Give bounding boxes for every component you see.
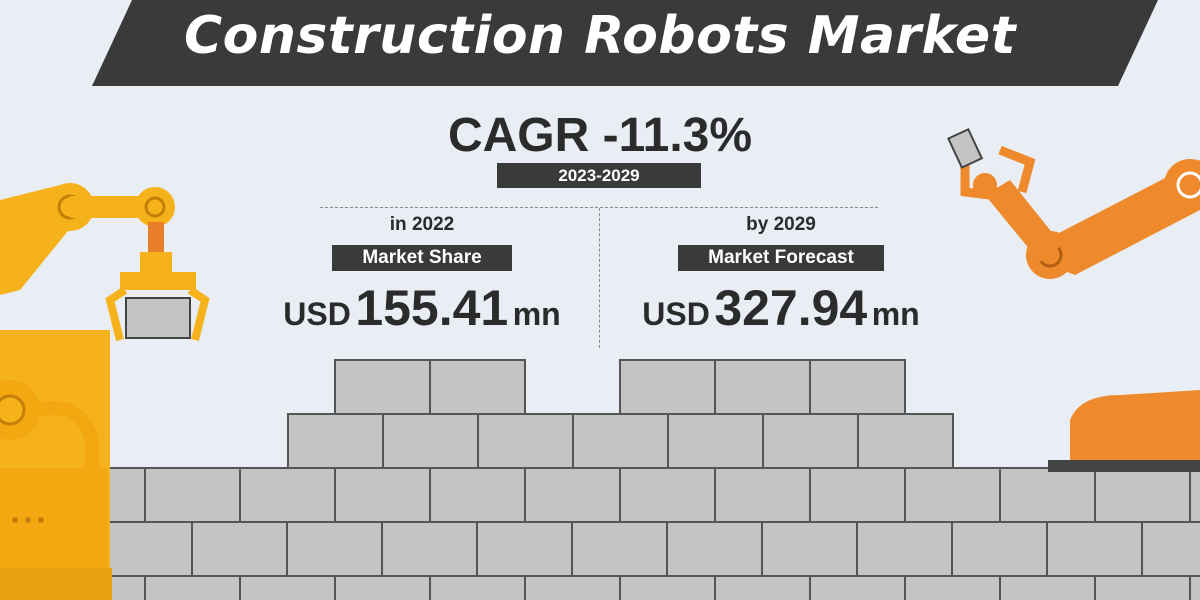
- brick: [762, 413, 859, 469]
- brick: [96, 521, 193, 577]
- market-forecast-stat: by 2029 Market Forecast USD 327.94 mn: [616, 212, 946, 337]
- brick: [381, 521, 478, 577]
- brick: [761, 521, 858, 577]
- market-share-value: 155.41: [355, 280, 509, 336]
- period-badge: 2023-2029: [497, 163, 701, 188]
- brick: [809, 359, 906, 415]
- market-share-stat: in 2022 Market Share USD 155.41 mn: [262, 212, 582, 337]
- brick: [999, 467, 1096, 523]
- divider-horizontal: [320, 207, 878, 208]
- brick: [144, 467, 241, 523]
- brick: [714, 467, 811, 523]
- cagr-value: CAGR -11.3%: [447, 109, 753, 162]
- market-forecast-badge: Market Forecast: [678, 245, 884, 271]
- brick: [524, 575, 621, 600]
- brick: [144, 575, 241, 600]
- brick: [239, 575, 336, 600]
- banner-shape: [92, 0, 1158, 86]
- brick: [524, 467, 621, 523]
- market-forecast-value: 327.94: [714, 280, 868, 336]
- brick: [191, 521, 288, 577]
- yellow-robot-arm-icon: [0, 183, 210, 600]
- stat-year-label: in 2022: [389, 214, 455, 235]
- brick: [1189, 467, 1200, 523]
- brick: [334, 359, 431, 415]
- unit-label: mn: [512, 296, 561, 332]
- divider-vertical: [599, 208, 600, 348]
- brick: [571, 521, 668, 577]
- brick: [286, 521, 383, 577]
- brick: [619, 467, 716, 523]
- brick: [667, 413, 764, 469]
- brick: [429, 575, 526, 600]
- brick: [714, 359, 811, 415]
- brick: [1141, 521, 1200, 577]
- brick: [382, 413, 479, 469]
- market-share-amount: USD 155.41 mn: [262, 279, 582, 337]
- brick: [334, 467, 431, 523]
- brick: [666, 521, 763, 577]
- brick: [904, 575, 1001, 600]
- brick: [429, 359, 526, 415]
- brick: [1189, 575, 1200, 600]
- brick: [476, 521, 573, 577]
- brick: [477, 413, 574, 469]
- currency-label: USD: [283, 296, 351, 332]
- stat-year-label: by 2029: [746, 214, 816, 235]
- market-forecast-amount: USD 327.94 mn: [616, 279, 946, 337]
- brick: [904, 467, 1001, 523]
- page-title: Construction Robots Market: [183, 6, 1017, 66]
- brick: [429, 467, 526, 523]
- brick: [572, 413, 669, 469]
- brick: [809, 575, 906, 600]
- brick: [1094, 467, 1191, 523]
- brick: [1094, 575, 1191, 600]
- brick: [714, 575, 811, 600]
- brick: [239, 467, 336, 523]
- orange-robot-arm-icon: [947, 127, 1200, 472]
- currency-label: USD: [642, 296, 710, 332]
- brick: [619, 359, 716, 415]
- brick: [1046, 521, 1143, 577]
- brick: [287, 413, 384, 469]
- brick: [334, 575, 431, 600]
- brick: [999, 575, 1096, 600]
- unit-label: mn: [871, 296, 920, 332]
- brick: [856, 521, 953, 577]
- brick: [857, 413, 954, 469]
- brick: [809, 467, 906, 523]
- title-banner: Construction Robots Market: [0, 0, 1200, 88]
- market-share-badge: Market Share: [332, 245, 512, 271]
- brick: [951, 521, 1048, 577]
- brick: [619, 575, 716, 600]
